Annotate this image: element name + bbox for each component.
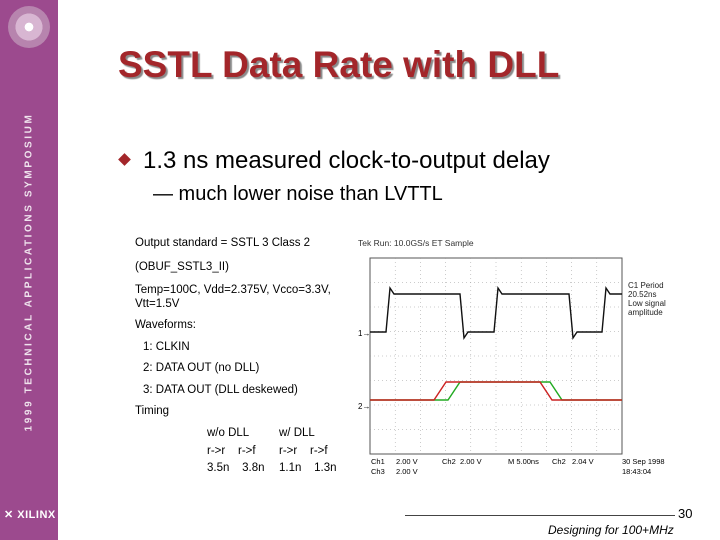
footer-divider xyxy=(405,515,675,516)
note-line: Waveforms: xyxy=(135,319,196,331)
footer-text: Designing for 100+MHz xyxy=(548,523,674,537)
oscilloscope-capture: Tek Run: 10.0GS/s ET Sample 1→ 2→ C1 Per… xyxy=(358,238,666,476)
sidebar-vertical-text: 1999 TECHNICAL APPLICATIONS SYMPOSIUM xyxy=(23,112,35,432)
scope-header: Tek Run: 10.0GS/s ET Sample xyxy=(358,238,474,248)
note-line: Timing xyxy=(135,405,170,417)
timing-subheader: r->r r->f xyxy=(207,445,256,457)
scope-side-label: amplitude xyxy=(628,308,663,317)
scope-time: 18:43:04 xyxy=(622,467,651,476)
scope-readout: Ch2 xyxy=(552,457,566,466)
note-line: 3: DATA OUT (DLL deskewed) xyxy=(143,384,298,396)
ch1-trace xyxy=(370,285,622,341)
scope-side-label: 20.52ns xyxy=(628,290,656,299)
scope-readout: Ch2 xyxy=(442,457,456,466)
bullet-item: 1.3 ns measured clock-to-output delay xyxy=(118,147,550,175)
note-line: 2: DATA OUT (no DLL) xyxy=(143,362,260,374)
scope-readout: Ch3 xyxy=(371,467,385,476)
page-number: 30 xyxy=(678,506,693,521)
scope-readout: 2.00 V xyxy=(460,457,482,466)
xilinx-logo: ✕ XILINX xyxy=(4,508,56,521)
note-line: Vtt=1.5V xyxy=(135,298,180,310)
scope-grid xyxy=(369,257,623,455)
timing-header: w/ DLL xyxy=(279,427,315,439)
scope-readout: M 5.00ns xyxy=(508,457,539,466)
note-line: Temp=100C, Vdd=2.375V, Vcco=3.3V, xyxy=(135,284,331,296)
scope-date: 30 Sep 1998 xyxy=(622,457,665,466)
bullet-text: 1.3 ns measured clock-to-output delay xyxy=(143,147,550,174)
timing-value: 3.5n 3.8n xyxy=(207,462,265,474)
disc-logo-icon xyxy=(8,6,50,48)
sidebar: 1999 TECHNICAL APPLICATIONS SYMPOSIUM ✕ … xyxy=(0,0,58,540)
timing-subheader: r->r r->f xyxy=(279,445,328,457)
ch1-marker: 1→ xyxy=(358,329,370,338)
note-line: 1: CLKIN xyxy=(143,341,190,353)
xilinx-logo-text: XILINX xyxy=(17,509,56,521)
slide-title: SSTL Data Rate with DLL xyxy=(118,44,560,85)
timing-header: w/o DLL xyxy=(207,427,250,439)
sub-bullet-text: — much lower noise than LVTTL xyxy=(153,183,443,205)
scope-readout: 2.00 V xyxy=(396,467,418,476)
scope-side-label: C1 Period xyxy=(628,281,664,290)
diamond-bullet-icon xyxy=(118,153,131,166)
timing-value: 1.1n 1.3n xyxy=(279,462,337,474)
ch3-trace xyxy=(370,381,622,401)
xilinx-logo-icon: ✕ xyxy=(4,509,14,521)
ch2-marker: 2→ xyxy=(358,402,370,411)
scope-readout: 2.04 V xyxy=(572,457,594,466)
note-line: Output standard = SSTL 3 Class 2 xyxy=(135,237,311,249)
note-line: (OBUF_SSTL3_II) xyxy=(135,261,229,273)
scope-readout: Ch1 xyxy=(371,457,385,466)
scope-readout: 2.00 V xyxy=(396,457,418,466)
scope-side-label: Low signal xyxy=(628,299,666,308)
